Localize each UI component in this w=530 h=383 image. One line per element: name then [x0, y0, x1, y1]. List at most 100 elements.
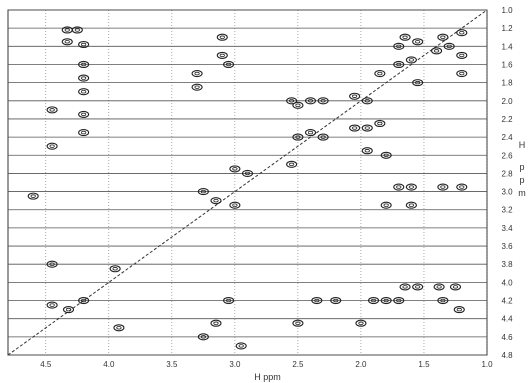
y-tick-label: 1.2 [501, 24, 513, 33]
cross-peak-core [408, 58, 414, 62]
cross-peak [27, 192, 39, 200]
cross-peak [229, 165, 241, 173]
diagonal [7, 9, 488, 356]
cross-peak-core [200, 189, 206, 194]
y-tick-label: 3.2 [501, 206, 513, 215]
cross-peak-core [49, 303, 55, 307]
cross-peak [405, 183, 417, 191]
cross-peak-core [396, 298, 402, 303]
cross-peak [412, 38, 424, 46]
x-tick-label: 4.0 [103, 360, 115, 369]
y-tick-label: 4.2 [501, 297, 513, 306]
y-tick-label: 3.8 [501, 260, 513, 269]
cross-peak-core [64, 28, 70, 32]
cross-peak-core [436, 285, 442, 289]
cross-peak [46, 106, 58, 114]
cross-peak-core [459, 185, 465, 189]
x-axis-title: H ppm [254, 372, 281, 382]
y-tick-label: 1.0 [501, 6, 513, 15]
cross-peak-core [49, 144, 55, 148]
cross-peak-core [352, 126, 358, 130]
cross-peak-core [65, 307, 72, 312]
cross-peak-core [289, 99, 295, 103]
cross-peak-core [459, 53, 465, 58]
cross-peak [78, 60, 90, 69]
cross-peak-core [81, 298, 87, 303]
cross-peak [412, 283, 424, 291]
cross-peak [456, 51, 468, 59]
cross-peak [399, 283, 411, 291]
cross-peak [216, 51, 228, 59]
cross-peak-core [320, 135, 326, 139]
y-tick-label: 2.0 [501, 97, 513, 106]
cross-peak [380, 151, 392, 159]
cross-peak-core [358, 321, 364, 325]
y-tick-label: 1.6 [501, 60, 513, 69]
cross-peak [399, 33, 411, 41]
y-tick-label: 2.8 [501, 169, 513, 178]
cross-peak [405, 201, 417, 209]
cross-peak-core [370, 298, 377, 303]
cross-peak-core [402, 35, 408, 39]
cross-peak [311, 296, 323, 305]
cross-peak [46, 260, 58, 268]
cross-peak [456, 70, 468, 78]
cross-peak-core [364, 126, 370, 130]
cross-peak [453, 306, 465, 314]
cross-peak-core [396, 62, 402, 67]
cross-peak [361, 124, 373, 132]
y-tick-labels: 1.0 1.2 1.4 1.6 1.8 2.0 2.2 2.4 2.6 2.8 3.0 3.2 3.4 3… [501, 6, 513, 360]
cross-peak [191, 83, 203, 91]
cross-peak [241, 169, 254, 177]
cross-peak-core [383, 153, 389, 157]
cross-peak [292, 133, 304, 141]
y-axis-title-letter: m [518, 188, 526, 198]
cross-peak-core [456, 307, 462, 312]
cross-peak [113, 324, 125, 332]
y-tick-label: 1.4 [501, 42, 513, 51]
diagonal-line [7, 9, 488, 356]
y-tick-label: 1.8 [501, 79, 513, 88]
cross-peak [304, 129, 317, 137]
cross-peak [78, 296, 90, 305]
cross-peak [46, 142, 58, 150]
cross-peak [78, 110, 90, 118]
cross-peak [191, 70, 203, 78]
cross-peak [355, 319, 367, 327]
cross-peak [374, 70, 386, 78]
y-axis-title-letter: p [519, 175, 524, 185]
cross-peak-core [377, 121, 383, 126]
cross-peak-core [289, 162, 295, 167]
cross-peak-core [440, 298, 446, 303]
cross-peak [349, 92, 361, 100]
cross-peak-core [377, 71, 383, 76]
cross-peak-core [225, 298, 232, 303]
cross-peak-core [408, 185, 414, 189]
cross-peak-core [64, 40, 70, 44]
cross-peak-core [440, 185, 446, 189]
cross-peak-core [112, 267, 118, 271]
cross-peak-core [415, 285, 421, 289]
cross-peak [405, 56, 417, 64]
cross-peak [393, 183, 405, 191]
cross-peak [292, 101, 304, 109]
cross-peak-core [244, 171, 251, 176]
cross-peak [380, 201, 392, 209]
cross-peak [78, 88, 90, 96]
cross-peak-core [408, 203, 414, 207]
cross-peak [109, 265, 121, 273]
y-tick-label: 3.0 [501, 188, 513, 197]
cross-peak [304, 97, 317, 105]
cross-peak-core [459, 30, 465, 35]
x-tick-label: 2.5 [292, 360, 304, 369]
cross-peak [433, 283, 445, 291]
cross-peak-core [446, 44, 452, 49]
cross-peak-core [440, 35, 446, 39]
cross-peak [71, 26, 83, 34]
cross-peak [437, 296, 449, 305]
y-tick-label: 4.4 [501, 315, 513, 324]
cross-peak-core [81, 130, 87, 135]
cross-peak [456, 183, 468, 191]
cross-peak [78, 40, 90, 49]
